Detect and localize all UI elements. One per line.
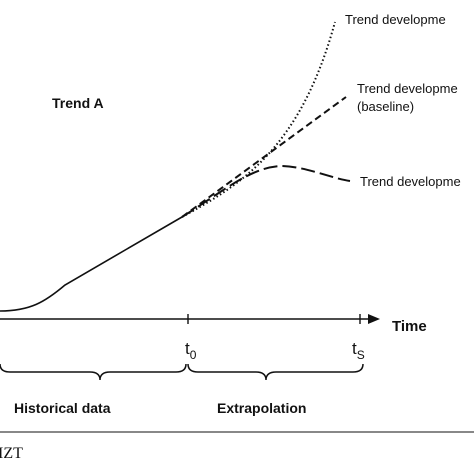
scenario-baseline-label-line2: (baseline): [357, 99, 414, 114]
ts-label: tS: [352, 339, 365, 362]
historical-data-label: Historical data: [14, 400, 111, 416]
historical-curve: [0, 216, 183, 312]
scenario-upper-label: Trend developme: [345, 12, 446, 27]
time-axis-arrowhead: [368, 314, 380, 324]
time-axis-label: Time: [392, 318, 427, 335]
footer-source-text: IZT: [0, 445, 23, 462]
scenario-lower-label: Trend developme: [360, 174, 461, 189]
extrapolation-brace: [187, 363, 364, 381]
scenario-lower-curve: [181, 164, 351, 218]
scenario-upper-curve: [181, 21, 336, 218]
extrapolation-label: Extrapolation: [217, 400, 306, 416]
historical-brace: [0, 363, 187, 381]
trend-label: Trend A: [52, 95, 104, 111]
scenario-baseline-curve: [181, 96, 347, 218]
t0-label: t0: [185, 339, 197, 362]
scenario-baseline-label-line1: Trend developme: [357, 81, 458, 96]
